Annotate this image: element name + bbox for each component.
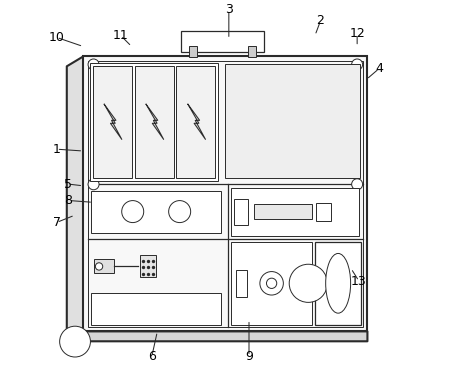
Bar <box>94 259 114 273</box>
Text: 1: 1 <box>53 143 60 156</box>
Circle shape <box>266 278 277 289</box>
Text: 11: 11 <box>113 29 128 42</box>
Circle shape <box>352 59 363 70</box>
Bar <box>316 203 331 220</box>
Polygon shape <box>67 56 83 341</box>
Bar <box>140 255 156 277</box>
Polygon shape <box>146 104 163 139</box>
Circle shape <box>95 263 103 270</box>
Bar <box>316 242 361 325</box>
Text: 5: 5 <box>64 177 72 191</box>
Bar <box>91 293 222 325</box>
Bar <box>236 269 247 297</box>
Bar <box>234 199 248 225</box>
Text: 13: 13 <box>351 275 367 288</box>
Circle shape <box>88 179 99 190</box>
Circle shape <box>169 201 191 223</box>
Polygon shape <box>188 104 206 139</box>
Circle shape <box>122 201 144 223</box>
Text: 7: 7 <box>53 216 60 229</box>
Bar <box>90 63 218 181</box>
Text: 8: 8 <box>64 194 73 207</box>
Ellipse shape <box>326 254 350 313</box>
Bar <box>225 64 360 178</box>
Bar <box>91 191 222 233</box>
Bar <box>135 66 173 178</box>
Text: 2: 2 <box>316 14 325 27</box>
Bar <box>231 188 359 236</box>
Text: 6: 6 <box>148 350 156 363</box>
Circle shape <box>260 272 283 295</box>
Bar <box>189 46 197 57</box>
Bar <box>88 61 363 327</box>
Bar <box>83 56 367 331</box>
Bar <box>231 242 312 325</box>
Text: 3: 3 <box>225 3 233 16</box>
Text: 12: 12 <box>349 27 365 40</box>
Text: 4: 4 <box>375 62 383 75</box>
Bar <box>93 66 132 178</box>
Text: 9: 9 <box>245 350 253 363</box>
Bar <box>247 46 256 57</box>
Polygon shape <box>104 104 122 139</box>
Bar <box>177 66 215 178</box>
Circle shape <box>59 326 90 357</box>
Polygon shape <box>67 331 367 341</box>
Text: 10: 10 <box>49 31 64 44</box>
Bar <box>181 32 264 52</box>
Circle shape <box>289 264 327 302</box>
Circle shape <box>352 179 363 190</box>
Bar <box>254 204 312 219</box>
Circle shape <box>88 59 99 70</box>
